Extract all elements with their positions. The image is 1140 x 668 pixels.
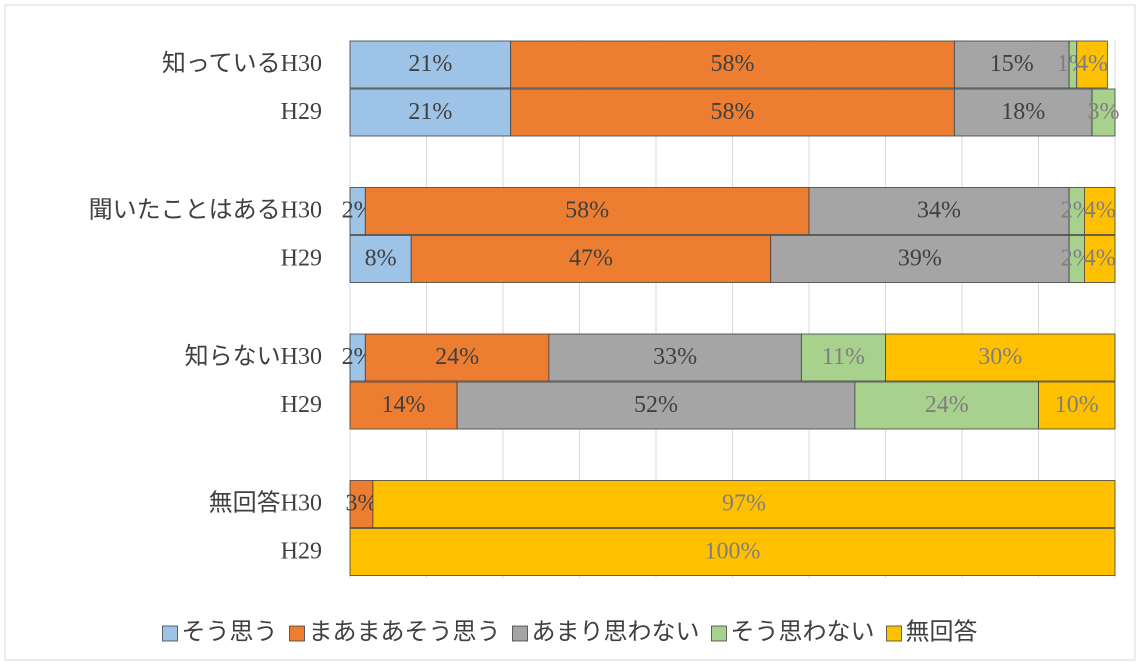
legend-label: あまり思わない <box>532 620 700 646</box>
data-label: 33% <box>653 344 697 370</box>
y-tick-label: 聞いたことはあるH30 <box>89 198 322 224</box>
data-label: 3% <box>1088 99 1120 125</box>
bar-segment <box>349 235 412 283</box>
data-label: 10% <box>1055 392 1099 418</box>
legend-swatch <box>289 625 305 642</box>
bar-segment <box>953 40 1070 89</box>
bar-segment <box>808 187 1070 235</box>
bar-segment <box>364 333 550 382</box>
data-label: 47% <box>569 246 613 272</box>
bar-segment <box>349 381 458 430</box>
bar-segment <box>548 333 802 382</box>
bar-segment <box>410 235 772 283</box>
data-label: 24% <box>435 344 479 370</box>
bar-segment <box>1091 88 1116 137</box>
legend-swatch <box>512 625 528 642</box>
bar-segment <box>349 88 512 137</box>
bar-segment <box>885 333 1116 382</box>
data-label: 24% <box>925 392 969 418</box>
data-label: 11% <box>822 344 865 370</box>
data-label: 4% <box>1084 246 1116 272</box>
y-tick-label: H29 <box>281 392 322 418</box>
y-tick-label: 無回答H30 <box>209 490 322 517</box>
legend-label: そう思わない <box>731 620 875 646</box>
y-tick-label: H29 <box>281 246 322 272</box>
data-label: 39% <box>898 246 942 272</box>
bar-segment <box>1084 235 1116 283</box>
data-label: 30% <box>978 344 1022 370</box>
bar-segment <box>364 187 810 235</box>
data-label: 18% <box>1001 99 1045 125</box>
bar-segment <box>854 381 1039 430</box>
legend-swatch <box>162 625 178 642</box>
bar-segment <box>510 88 955 137</box>
data-label: 34% <box>917 198 961 224</box>
legend-swatch <box>711 625 727 642</box>
data-label: 8% <box>365 246 397 272</box>
data-label: 4% <box>1076 51 1108 77</box>
data-label: 15% <box>990 51 1034 77</box>
legend-swatch <box>886 625 902 642</box>
data-label: 58% <box>565 198 609 224</box>
data-label: 58% <box>711 51 755 77</box>
bar-segment <box>349 40 512 89</box>
y-tick-label: H29 <box>281 99 322 125</box>
bar-segment <box>372 480 1116 528</box>
data-label: 3% <box>345 491 377 517</box>
bar-segment <box>456 381 856 430</box>
y-tick-label: 知っているH30 <box>162 50 322 77</box>
data-label: 97% <box>722 491 766 517</box>
bar-segment <box>1084 187 1116 235</box>
legend-label: そう思う <box>182 620 278 646</box>
legend-label: まあまあそう思う <box>309 620 501 646</box>
data-label: 21% <box>408 99 452 125</box>
data-label: 58% <box>711 99 755 125</box>
y-tick-label: H29 <box>281 539 322 565</box>
data-label: 21% <box>408 51 452 77</box>
data-label: 100% <box>705 539 761 565</box>
bar-segment <box>800 333 886 382</box>
data-label: 14% <box>382 392 426 418</box>
bar-segment <box>1076 40 1108 89</box>
data-label: 4% <box>1084 198 1116 224</box>
bar-segment <box>349 528 1116 576</box>
bar-segment <box>770 235 1070 283</box>
legend-label: 無回答 <box>906 619 978 646</box>
bar-segment <box>1038 381 1116 430</box>
y-tick-label: 知らないH30 <box>185 343 322 370</box>
data-label: 52% <box>634 392 678 418</box>
bar-segment <box>510 40 955 89</box>
